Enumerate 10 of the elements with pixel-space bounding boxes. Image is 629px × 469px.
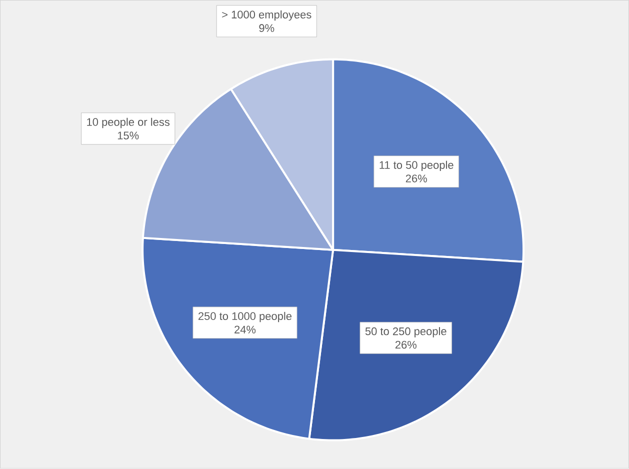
slice-label: > 1000 employees (222, 10, 312, 21)
slice-label: 250 to 1000 people (198, 312, 292, 322)
data-label: 24% (234, 326, 256, 334)
slice-label: 11 to 50 people (380, 161, 454, 172)
data-label: 26% (406, 174, 427, 183)
data-label: 9% (259, 24, 274, 32)
data-label: 15% (118, 132, 139, 140)
data-label: 26% (395, 341, 416, 349)
slice-label: 10 people or less (87, 118, 170, 128)
slice-label: 50 to 250 people (365, 327, 446, 338)
